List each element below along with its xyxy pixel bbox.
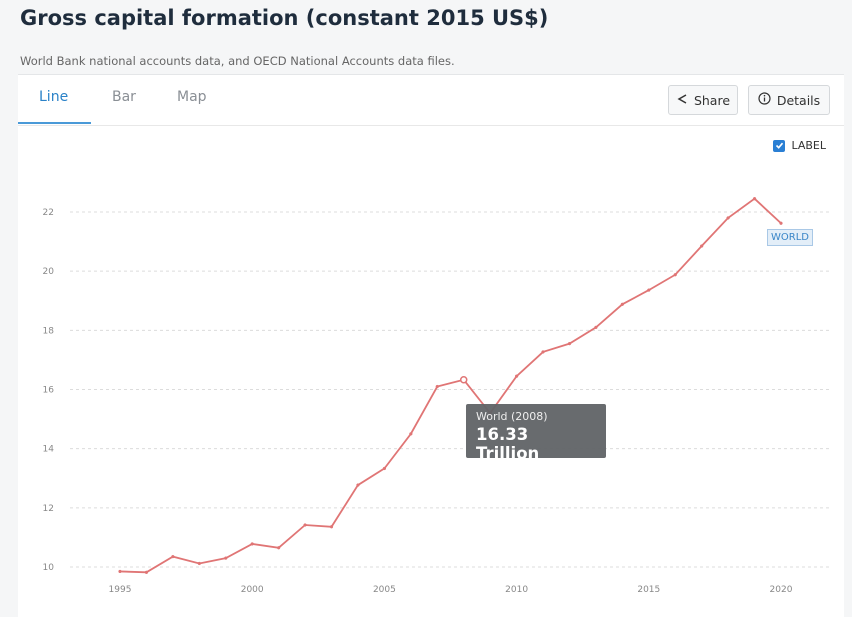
share-button[interactable]: Share <box>668 85 738 115</box>
share-icon <box>676 93 688 108</box>
label-toggle[interactable]: LABEL <box>773 139 826 152</box>
tab-line[interactable]: Line <box>39 89 69 105</box>
y-tick-label: 22 <box>43 208 54 218</box>
data-point[interactable] <box>224 556 228 560</box>
chart-panel: Line Bar Map Share Details LABEL 10 12 14 1… <box>18 74 844 617</box>
data-point[interactable] <box>752 197 757 201</box>
data-point[interactable] <box>779 221 783 225</box>
data-point[interactable] <box>356 483 360 487</box>
checkbox[interactable] <box>773 139 786 152</box>
y-tick-label: 14 <box>43 445 55 455</box>
data-point[interactable] <box>303 523 307 527</box>
share-label: Share <box>693 92 731 108</box>
y-tick-label: 18 <box>43 326 55 336</box>
source-note: World Bank national accounts data, and O… <box>20 54 455 68</box>
x-tick-label: 2010 <box>505 585 528 595</box>
data-point[interactable] <box>382 466 387 471</box>
line-chart: 10 12 14 16 18 20 22 1995 2000 2005 2010 2015 2020 <box>43 197 832 595</box>
chart-tooltip: World (2008) 16.33 Trillion <box>466 404 606 463</box>
x-tick-label: 2015 <box>637 585 660 595</box>
data-point[interactable] <box>514 374 519 378</box>
label-toggle-text: LABEL <box>791 139 826 152</box>
x-tick-label: 2020 <box>770 585 793 595</box>
highlighted-data-point[interactable] <box>459 375 468 384</box>
data-point[interactable] <box>329 525 334 529</box>
details-button[interactable]: Details <box>748 85 830 115</box>
x-tick-label: 2005 <box>373 585 396 595</box>
data-point[interactable] <box>435 384 439 389</box>
data-point[interactable] <box>594 325 598 330</box>
data-point[interactable] <box>144 570 149 574</box>
x-tick-label: 2000 <box>241 585 264 595</box>
y-tick-label: 12 <box>43 504 54 514</box>
data-point[interactable] <box>197 561 201 566</box>
y-tick-label: 16 <box>43 386 55 396</box>
tab-map[interactable]: Map <box>177 89 207 105</box>
y-tick-label: 10 <box>43 563 55 573</box>
data-point[interactable] <box>250 542 254 546</box>
data-point[interactable] <box>647 288 651 292</box>
details-label: Details <box>776 92 821 108</box>
data-point[interactable] <box>726 216 730 220</box>
data-point[interactable] <box>541 350 545 354</box>
series-line-world <box>119 197 782 574</box>
data-point[interactable] <box>409 432 413 436</box>
data-point[interactable] <box>171 554 175 559</box>
tab-bar: Line Bar Map Share Details <box>18 75 844 126</box>
x-tick-label: 1995 <box>109 585 132 595</box>
series-end-label: WORLD <box>767 229 813 246</box>
active-tab-indicator <box>18 122 91 124</box>
data-point[interactable] <box>276 546 281 550</box>
data-point[interactable] <box>673 273 677 277</box>
page-title: Gross capital formation (constant 2015 U… <box>20 6 549 30</box>
data-point[interactable] <box>620 302 625 306</box>
data-point[interactable] <box>118 569 122 574</box>
info-icon <box>758 92 771 108</box>
data-point[interactable] <box>567 341 572 346</box>
data-point[interactable] <box>700 244 704 248</box>
tab-bar-chart[interactable]: Bar <box>112 89 136 105</box>
y-tick-label: 20 <box>43 267 55 277</box>
tooltip-value: 16.33 Trillion <box>476 425 540 463</box>
tooltip-heading: World (2008) <box>476 410 548 423</box>
